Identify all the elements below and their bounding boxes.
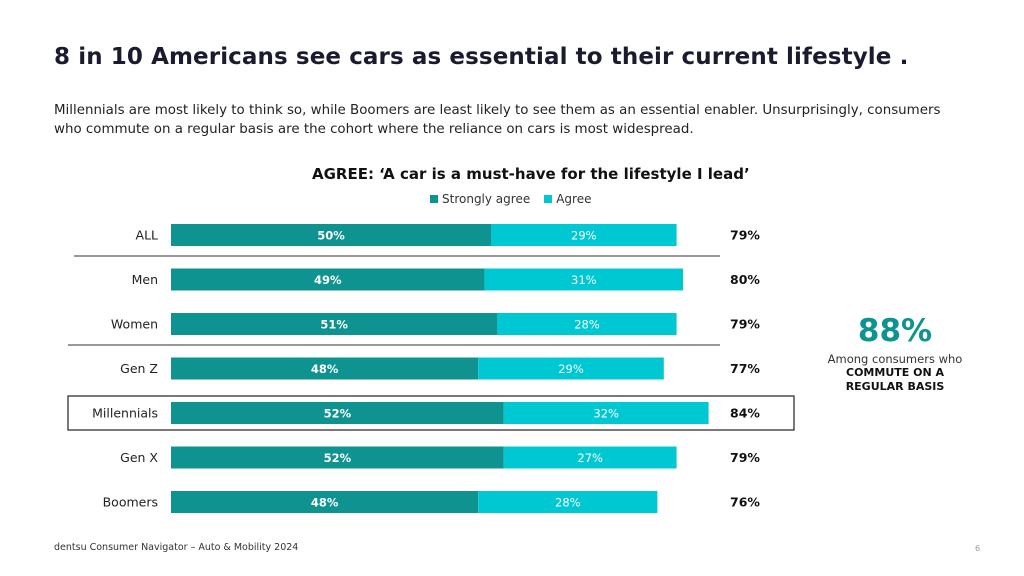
bar-strongly-agree-millennials [171,402,504,424]
highlight-box-millennials [67,395,795,431]
page-subtitle: Millennials are most likely to think so,… [54,103,941,137]
total-label-boomers: 76% [730,495,760,510]
category-label-gen-x: Gen X [120,450,158,465]
chart-legend: Strongly agree Agree [430,192,591,206]
footer-source: dentsu Consumer Navigator – Auto & Mobil… [54,542,299,553]
total-label-men: 80% [730,272,760,287]
callout-description: Among consumers who [827,352,963,366]
bar-strongly-agree-all [171,224,491,246]
commuter-callout: 88% Among consumers who COMMUTE ON A REG… [820,312,970,394]
legend-swatch-agree [544,195,553,203]
data-label-agree-women: 28% [574,318,600,332]
data-label-agree-all: 29% [571,229,597,243]
data-label-strongly-agree-men: 49% [314,273,342,287]
page-title: 8 in 10 Americans see cars as essential … [54,44,909,70]
bar-agree-women [497,313,677,335]
bar-strongly-agree-gen-x [171,446,504,469]
data-label-agree-gen-z: 29% [558,362,584,376]
legend-item-agree: Agree [544,192,591,206]
bar-strongly-agree-men [171,268,485,291]
data-label-strongly-agree-millennials: 52% [324,407,352,421]
category-label-gen-z: Gen Z [120,361,158,376]
data-label-agree-millennials: 32% [593,407,619,421]
callout-emphasis-2: REGULAR BASIS [845,380,945,393]
total-label-gen-x: 79% [730,450,760,465]
legend-label-strongly-agree: Strongly agree [442,192,531,206]
bar-agree-men [484,268,683,291]
bar-agree-boomers [478,491,658,513]
data-label-strongly-agree-gen-z: 48% [311,362,339,376]
bar-agree-gen-x [503,446,677,469]
callout-emphasis-1: COMMUTE ON A [846,366,944,379]
data-label-strongly-agree-boomers: 48% [311,496,339,510]
data-label-strongly-agree-gen-x: 52% [324,451,352,465]
data-label-strongly-agree-women: 51% [320,318,348,332]
category-label-all: ALL [136,228,159,243]
callout-value: 88% [857,313,933,349]
bar-agree-millennials [503,402,709,424]
legend-item-strongly-agree: Strongly agree [430,192,530,206]
legend-label-agree: Agree [556,192,592,206]
page-number: 6 [975,544,981,553]
category-label-boomers: Boomers [103,495,158,510]
data-label-strongly-agree-all: 50% [317,229,345,243]
bar-strongly-agree-boomers [171,491,479,513]
total-label-women: 79% [730,317,760,332]
total-label-all: 79% [730,228,760,243]
bar-agree-gen-z [478,357,664,380]
category-label-men: Men [132,272,158,287]
data-label-agree-men: 31% [571,273,597,287]
bar-strongly-agree-women [171,313,498,335]
data-label-agree-gen-x: 27% [577,451,603,465]
bar-agree-all [491,224,677,246]
category-label-women: Women [111,317,158,332]
total-label-gen-z: 77% [730,361,760,376]
total-label-millennials: 84% [730,406,760,421]
category-label-millennials: Millennials [92,406,158,421]
chart-title: AGREE: ‘A car is a must-have for the lif… [312,165,750,183]
data-label-agree-boomers: 28% [555,496,581,510]
bar-strongly-agree-gen-z [171,357,479,380]
legend-swatch-strongly-agree [430,195,438,203]
